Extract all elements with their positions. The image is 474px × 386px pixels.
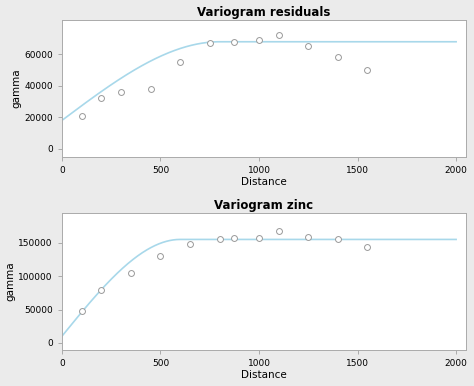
- Point: [230, 235, 238, 241]
- Point: [176, 59, 184, 65]
- Title: Variogram residuals: Variogram residuals: [197, 5, 330, 19]
- Point: [334, 236, 342, 242]
- Point: [364, 67, 371, 73]
- Y-axis label: gamma: gamma: [11, 68, 21, 108]
- Point: [304, 234, 312, 240]
- X-axis label: Distance: Distance: [241, 178, 287, 188]
- Point: [304, 43, 312, 49]
- Point: [255, 37, 263, 43]
- Point: [334, 54, 342, 61]
- Y-axis label: gamma: gamma: [6, 261, 16, 301]
- Point: [98, 286, 105, 293]
- Point: [117, 89, 125, 95]
- Point: [230, 39, 238, 45]
- Point: [206, 40, 213, 46]
- Point: [98, 95, 105, 102]
- Point: [127, 270, 135, 276]
- Point: [147, 86, 155, 92]
- Point: [156, 253, 164, 259]
- Point: [275, 228, 283, 234]
- Point: [78, 308, 85, 314]
- X-axis label: Distance: Distance: [241, 371, 287, 381]
- Point: [364, 244, 371, 251]
- Point: [186, 241, 194, 247]
- Point: [255, 235, 263, 241]
- Point: [275, 32, 283, 39]
- Point: [78, 113, 85, 119]
- Title: Variogram zinc: Variogram zinc: [214, 198, 313, 212]
- Point: [216, 236, 223, 242]
